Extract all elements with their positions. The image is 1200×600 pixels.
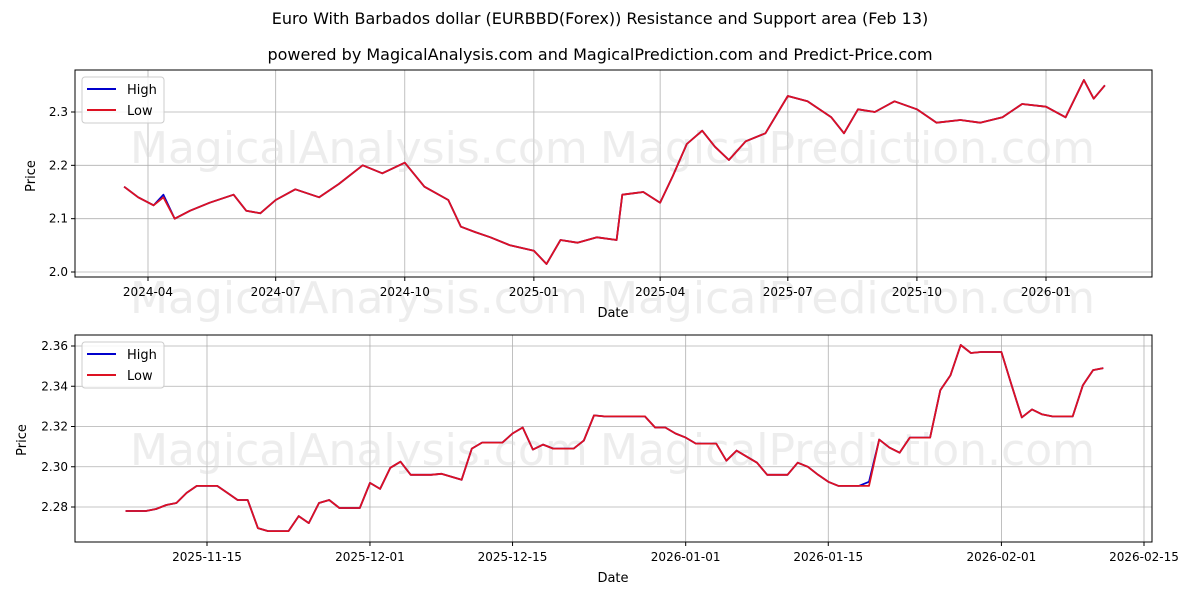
bottom-x-axis-label: Date (597, 571, 628, 586)
y-tick-label: 2.34 (41, 379, 68, 393)
y-tick-label: 2.28 (41, 500, 68, 514)
legend-low-label-2: Low (127, 369, 153, 384)
x-tick-label: 2026-01-01 (651, 550, 721, 564)
y-tick-label: 2.32 (41, 420, 68, 434)
x-tick-label: 2024-10 (380, 285, 430, 299)
top-y-axis-label: Price (24, 160, 39, 192)
x-tick-label: 2025-12-01 (335, 550, 405, 564)
y-tick-label: 2.30 (41, 460, 68, 474)
x-tick-label: 2024-07 (251, 285, 301, 299)
x-tick-label: 2025-07 (763, 285, 813, 299)
legend-high-label-2: High (127, 348, 157, 363)
watermark-prediction-3: MagicalPrediction.com (600, 425, 1095, 476)
x-tick-label: 2025-10 (892, 285, 942, 299)
y-tick-label: 2.1 (49, 212, 68, 226)
x-tick-label: 2025-12-15 (478, 550, 548, 564)
bottom-watermark: MagicalAnalysis.com MagicalPrediction.co… (130, 425, 1095, 476)
bottom-grid (75, 335, 1152, 542)
x-tick-label: 2026-02-15 (1109, 550, 1179, 564)
bottom-axis-ticks: 2.28 2.30 2.32 2.34 2.36 2025-11-15 2025-12-01… (41, 339, 1179, 564)
series-low-line (125, 344, 1104, 532)
legend-high-label: High (127, 83, 157, 98)
legend-low-label: Low (127, 104, 153, 119)
bottom-price-chart: MagicalAnalysis.com MagicalPrediction.co… (15, 334, 1179, 586)
x-tick-label: 2026-01 (1021, 285, 1071, 299)
x-tick-label: 2025-01 (509, 285, 559, 299)
top-price-chart: MagicalAnalysis.com MagicalPrediction.co… (24, 69, 1153, 324)
watermark-analysis-2: MagicalAnalysis.com (130, 273, 588, 324)
bottom-legend: High Low (81, 341, 165, 389)
x-tick-label: 2024-04 (123, 285, 173, 299)
y-tick-label: 2.3 (49, 105, 68, 119)
watermark-analysis-3: MagicalAnalysis.com (130, 425, 588, 476)
bottom-series-lines (125, 344, 1104, 532)
x-tick-label: 2026-01-15 (793, 550, 863, 564)
top-legend: High Low (81, 76, 165, 124)
watermark-prediction: MagicalPrediction.com (600, 123, 1095, 174)
y-tick-label: 2.36 (41, 339, 68, 353)
x-tick-label: 2025-04 (635, 285, 685, 299)
watermark-prediction-2: MagicalPrediction.com (600, 273, 1095, 324)
top-grid (75, 70, 1152, 277)
x-tick-label: 2025-11-15 (172, 550, 242, 564)
series-low-line (123, 79, 1106, 265)
chart-title: Euro With Barbados dollar (EURBBD(Forex)… (271, 9, 929, 28)
watermark-analysis: MagicalAnalysis.com (130, 123, 588, 174)
bottom-y-axis-label: Price (15, 424, 30, 456)
chart-subtitle: powered by MagicalAnalysis.com and Magic… (267, 45, 933, 64)
top-series-lines (123, 79, 1106, 265)
top-watermark: MagicalAnalysis.com MagicalPrediction.co… (130, 123, 1095, 324)
top-axis-ticks: 2.0 2.1 2.2 2.3 2024-04 2024-07 2024-10 2025-01… (49, 105, 1071, 299)
y-tick-label: 2.2 (49, 158, 68, 172)
top-x-axis-label: Date (597, 306, 628, 321)
x-tick-label: 2026-02-01 (967, 550, 1037, 564)
y-tick-label: 2.0 (49, 265, 68, 279)
